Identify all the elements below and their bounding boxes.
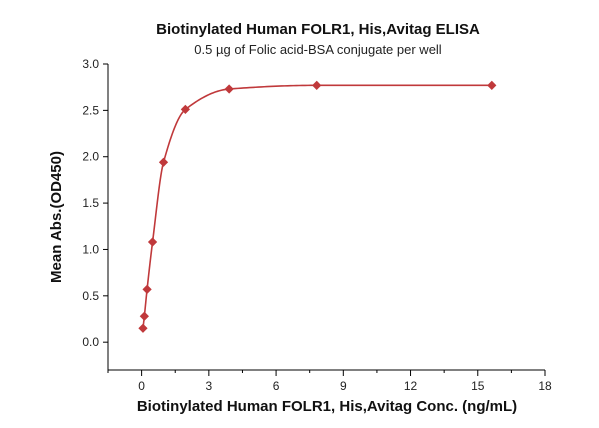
axes xyxy=(107,64,545,371)
y-tick-label: 1.0 xyxy=(82,242,99,256)
y-tick-label: 0.5 xyxy=(82,289,99,303)
data-point xyxy=(139,311,149,321)
data-point xyxy=(158,157,169,167)
x-tick-label: 18 xyxy=(538,379,552,393)
x-tick-label: 6 xyxy=(273,379,280,393)
x-tick-label: 12 xyxy=(404,379,418,393)
y-tick-label: 3.0 xyxy=(82,57,99,71)
fit-curve xyxy=(142,84,492,329)
y-tick-label: 1.5 xyxy=(82,196,99,210)
x-tick-label: 9 xyxy=(340,379,347,393)
x-axis-label: Biotinylated Human FOLR1, His,Avitag Con… xyxy=(137,398,517,415)
data-point xyxy=(487,80,497,90)
data-point xyxy=(312,80,322,90)
y-tick-label: 2.0 xyxy=(82,150,99,164)
y-tick-label: 0.0 xyxy=(82,335,99,349)
x-tick-label: 0 xyxy=(138,379,145,393)
x-ticks: 0 3 6 9 12 15 18 xyxy=(107,370,552,393)
data-points xyxy=(138,80,497,333)
data-point xyxy=(138,323,148,333)
y-ticks: 0.0 0.5 1.0 1.5 2.0 2.5 3.0 xyxy=(82,57,108,349)
data-point xyxy=(224,84,234,94)
y-tick-label: 2.5 xyxy=(82,103,99,117)
data-point xyxy=(147,237,158,247)
data-point xyxy=(180,104,191,115)
x-tick-label: 15 xyxy=(471,379,485,393)
data-point xyxy=(142,284,152,294)
chart-title: Biotinylated Human FOLR1, His,Avitag ELI… xyxy=(156,21,480,38)
y-axis-label: Mean Abs.(OD450) xyxy=(48,151,65,283)
x-tick-label: 3 xyxy=(206,379,213,393)
chart-subtitle: 0.5 µg of Folic acid-BSA conjugate per w… xyxy=(194,42,442,57)
